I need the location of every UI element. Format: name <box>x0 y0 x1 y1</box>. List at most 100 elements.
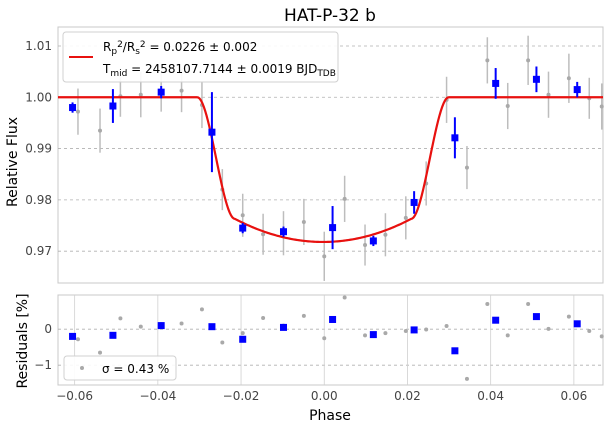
residual-binned-point <box>157 322 165 330</box>
unbinned-point <box>179 88 184 93</box>
residual-unbinned-point <box>546 326 551 331</box>
legend-sigma-label: σ = 0.43 % <box>102 362 169 376</box>
residual-unbinned-point <box>179 321 184 326</box>
binned-point <box>329 224 337 232</box>
residual-unbinned-point <box>424 327 429 332</box>
main-legend-box <box>62 31 339 83</box>
residual-unbinned-point <box>485 302 490 306</box>
residual-x-tick-label: 0.02 <box>394 389 421 403</box>
residual-binned-point <box>109 331 117 339</box>
unbinned-point <box>403 215 408 220</box>
residual-y-tick-label: 0 <box>44 322 52 336</box>
binned-point <box>492 79 500 87</box>
unbinned-point <box>546 92 551 97</box>
residual-x-ticks: −0.06 −0.04 −0.02 0.00 0.02 0.04 0.06 <box>56 389 587 403</box>
residual-unbinned-point <box>240 331 245 336</box>
residual-legend: σ = 0.43 % <box>63 355 177 381</box>
binned-point <box>410 198 418 206</box>
unbinned-point <box>363 243 368 248</box>
main-y-tick-label: 1.00 <box>25 90 52 104</box>
main-y-tick-label: 1.01 <box>25 39 52 53</box>
unbinned-point <box>464 165 469 170</box>
residual-binned-point <box>573 320 581 328</box>
transit-model-curve <box>58 96 603 244</box>
residual-unbinned-point <box>301 313 306 318</box>
residual-binned-point <box>329 315 337 323</box>
residual-unbinned-point <box>403 329 408 333</box>
binned-point <box>239 224 247 232</box>
binned-point <box>157 88 165 96</box>
residual-binned-point <box>239 335 247 343</box>
residual-y-ticks: −1 0 <box>34 322 52 372</box>
main-y-tick-label: 0.99 <box>25 142 52 156</box>
residual-unbinned-point <box>98 350 103 355</box>
unbinned-point <box>599 104 604 109</box>
binned-point <box>369 237 377 245</box>
residual-unbinned-point <box>566 314 571 319</box>
residual-unbinned-point <box>464 376 469 381</box>
unbinned-point <box>322 254 327 259</box>
binned-point <box>573 86 581 94</box>
residual-unbinned-point <box>75 337 80 342</box>
residual-panel: −1 0 −0.06 −0.04 −0.02 0.00 0.02 0.04 0.06 Phas… <box>15 293 604 424</box>
residual-unbinned-point <box>587 329 592 333</box>
unbinned-point <box>566 76 571 81</box>
main-y-tick-label: 0.97 <box>25 244 52 258</box>
residual-x-tick-label: −0.04 <box>139 389 176 403</box>
residual-binned-point <box>451 347 459 355</box>
residual-x-axis-label: Phase <box>309 408 351 424</box>
main-y-tick-label: 0.98 <box>25 193 52 207</box>
residual-unbinned-point <box>322 336 327 341</box>
binned-point <box>279 228 287 236</box>
unbinned-point <box>485 58 490 63</box>
residual-y-axis-label: Residuals [%] <box>15 293 31 388</box>
residual-x-tick-label: 0.04 <box>477 389 504 403</box>
binned-point <box>69 104 77 112</box>
main-title: HAT-P-32 b <box>284 6 376 26</box>
binned-point <box>109 102 117 110</box>
residual-binned-point <box>369 331 377 339</box>
binned-point <box>532 75 540 83</box>
unbinned-point <box>342 196 347 201</box>
unbinned-point <box>301 219 306 224</box>
unbinned-point <box>138 92 143 97</box>
residual-unbinned-point <box>138 324 143 329</box>
residual-unbinned-point <box>383 331 388 336</box>
residual-unbinned-point <box>261 316 266 321</box>
residual-x-tick-label: −0.02 <box>223 389 260 403</box>
residual-y-tick-label: −1 <box>34 358 52 372</box>
main-legend: Rp2/Rs2 = 0.0226 ± 0.002 Tmid = 2458107.… <box>62 31 339 83</box>
legend-tmid-label: Tmid = 2458107.7144 ± 0.0019 BJDTDB <box>102 62 336 79</box>
residual-unbinned-point <box>199 307 204 312</box>
residual-unbinned-point <box>363 333 368 338</box>
main-panel: 0.97 0.98 0.99 1.00 1.01 HAT-P-32 b Relative… <box>5 6 604 284</box>
unbinned-point <box>526 58 531 63</box>
unbinned-point <box>240 213 245 218</box>
residual-binned-series <box>69 313 581 355</box>
legend-sigma-marker <box>80 366 84 370</box>
residual-binned-point <box>410 326 418 334</box>
binned-point <box>451 134 459 142</box>
main-y-ticks: 0.97 0.98 0.99 1.00 1.01 <box>25 39 52 258</box>
binned-point <box>208 128 216 136</box>
residual-unbinned-point <box>444 323 449 328</box>
residual-unbinned-point <box>342 295 347 300</box>
residual-x-tick-label: −0.06 <box>56 389 93 403</box>
unbinned-point <box>383 232 388 237</box>
residual-unbinned-point <box>526 302 531 306</box>
unbinned-point <box>261 232 266 237</box>
residual-binned-point <box>532 313 540 321</box>
residual-unbinned-point <box>505 333 510 338</box>
residual-binned-point <box>69 332 77 340</box>
residual-binned-point <box>208 323 216 331</box>
residual-legend-box <box>63 355 177 381</box>
residual-unbinned-point <box>118 316 123 321</box>
unbinned-point <box>98 128 103 133</box>
residual-x-tick-label: 0.00 <box>311 389 338 403</box>
unbinned-point <box>75 109 80 114</box>
main-y-axis-label: Relative Flux <box>5 117 21 207</box>
unbinned-point <box>505 104 510 109</box>
residual-x-tick-label: 0.06 <box>561 389 588 403</box>
residual-binned-point <box>492 316 500 324</box>
